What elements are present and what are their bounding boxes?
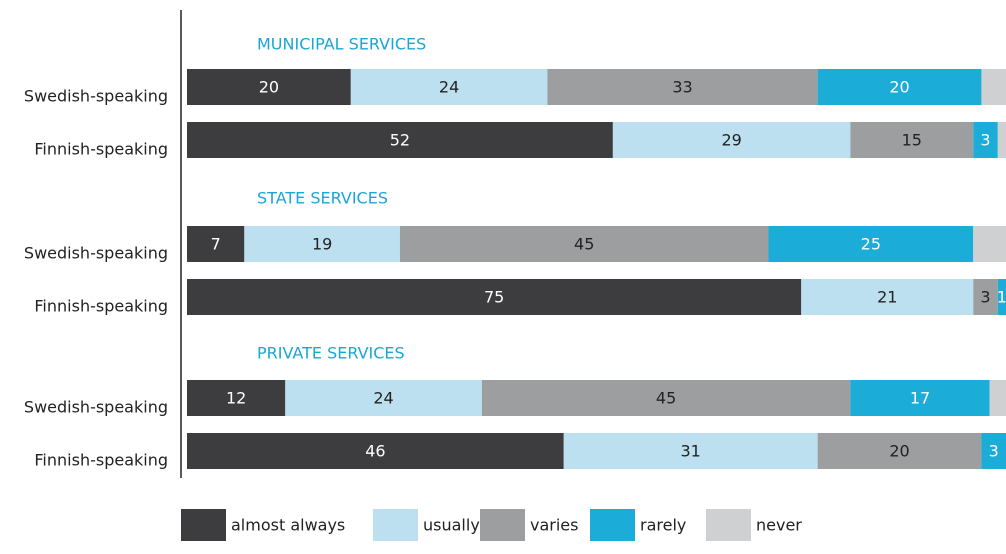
- data-label: 1: [997, 288, 1006, 307]
- legend-swatch: [181, 509, 226, 541]
- legend-swatch: [373, 509, 418, 541]
- bar-segment: [187, 69, 351, 105]
- legend-label: never: [756, 516, 802, 535]
- bar-segment: [187, 279, 802, 315]
- group-title: PRIVATE SERVICES: [257, 344, 405, 363]
- category-label: Swedish-speaking: [24, 244, 168, 263]
- bar-segment: [973, 226, 1006, 262]
- data-label: 31: [681, 442, 701, 461]
- bar-segment: [973, 122, 998, 158]
- bar-segment: [547, 69, 818, 105]
- bar-segment: [997, 122, 1006, 158]
- bar-segment: [187, 226, 245, 262]
- bar-segment: [817, 433, 982, 469]
- category-label: Finnish-speaking: [34, 451, 168, 470]
- bar-segment: [801, 279, 974, 315]
- category-label: Swedish-speaking: [24, 87, 168, 106]
- data-label: 3: [980, 131, 990, 150]
- bar-segment: [187, 433, 564, 469]
- category-label: Swedish-speaking: [24, 398, 168, 417]
- bar-segment: [981, 69, 1006, 105]
- bar-segment: [187, 122, 613, 158]
- bar-segment: [244, 226, 400, 262]
- category-label: Finnish-speaking: [34, 297, 168, 316]
- data-label: 20: [889, 78, 909, 97]
- data-label: 24: [439, 78, 459, 97]
- bar-segment: [285, 380, 482, 416]
- data-label: 3: [989, 442, 999, 461]
- group-title: STATE SERVICES: [257, 189, 388, 208]
- data-label: 12: [226, 389, 246, 408]
- data-label: 15: [902, 131, 922, 150]
- data-label: 45: [656, 389, 676, 408]
- data-label: 21: [877, 288, 897, 307]
- data-label: 20: [889, 442, 909, 461]
- bar-segment: [481, 380, 851, 416]
- bar-segment: [850, 122, 974, 158]
- bar-segment: [981, 433, 1006, 469]
- bar-segment: [350, 69, 548, 105]
- bar-segment: [399, 226, 769, 262]
- data-label: 3: [980, 288, 990, 307]
- data-label: 46: [365, 442, 385, 461]
- data-label: 20: [259, 78, 279, 97]
- data-label: 19: [312, 235, 332, 254]
- bar-segment: [989, 380, 1006, 416]
- legend-swatch: [706, 509, 751, 541]
- legend-label: usually: [423, 516, 480, 535]
- category-label: Finnish-speaking: [34, 140, 168, 159]
- bar-segment: [850, 380, 990, 416]
- data-label: 75: [484, 288, 504, 307]
- legend-swatch: [480, 509, 525, 541]
- bar-segment: [973, 279, 998, 315]
- bar-segment: [612, 122, 851, 158]
- legend-label: almost always: [231, 516, 345, 535]
- data-label: 52: [390, 131, 410, 150]
- bar-segment: [768, 226, 974, 262]
- bar-segment: [817, 69, 982, 105]
- data-label: 29: [721, 131, 741, 150]
- data-label: 25: [861, 235, 881, 254]
- legend-label: varies: [530, 516, 578, 535]
- data-label: 45: [574, 235, 594, 254]
- data-label: 33: [672, 78, 692, 97]
- bar-segment: [997, 279, 1006, 315]
- data-label: 7: [211, 235, 221, 254]
- data-label: 17: [910, 389, 930, 408]
- data-label: 24: [373, 389, 393, 408]
- legend-label: rarely: [640, 516, 686, 535]
- bar-segment: [187, 380, 286, 416]
- group-title: MUNICIPAL SERVICES: [257, 35, 426, 54]
- legend-swatch: [590, 509, 635, 541]
- bar-segment: [563, 433, 818, 469]
